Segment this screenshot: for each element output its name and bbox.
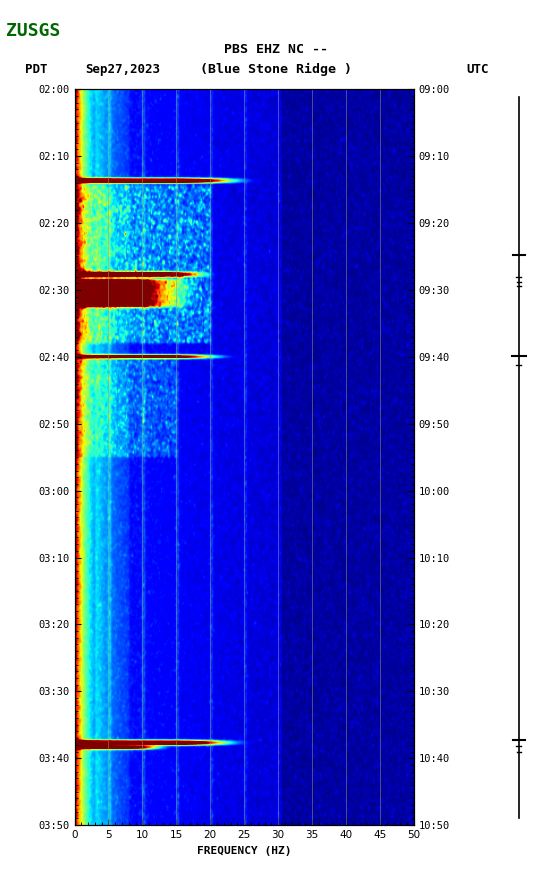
Text: (Blue Stone Ridge ): (Blue Stone Ridge ) bbox=[200, 63, 352, 76]
Text: ZUSGS: ZUSGS bbox=[6, 22, 60, 40]
Text: UTC: UTC bbox=[466, 63, 489, 76]
X-axis label: FREQUENCY (HZ): FREQUENCY (HZ) bbox=[197, 846, 291, 855]
Text: PDT: PDT bbox=[25, 63, 47, 76]
Text: PBS EHZ NC --: PBS EHZ NC -- bbox=[224, 43, 328, 55]
Text: Sep27,2023: Sep27,2023 bbox=[86, 63, 161, 76]
